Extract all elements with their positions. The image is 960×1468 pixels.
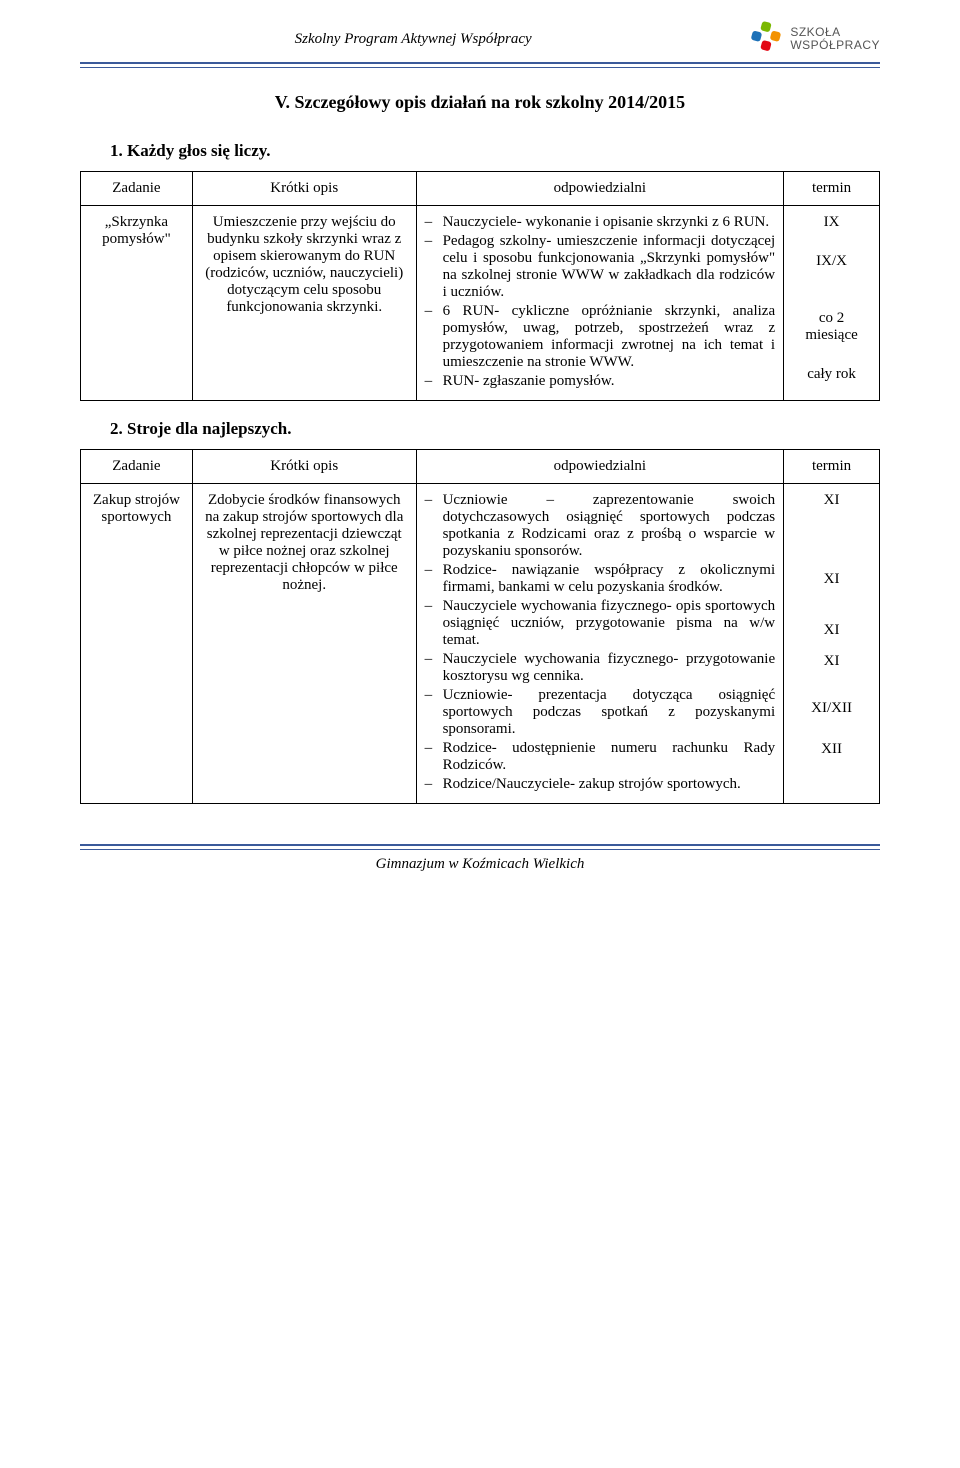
term-value: XI/XII: [792, 700, 871, 717]
resp-item: Nauczyciele- wykonanie i opisanie skrzyn…: [425, 214, 776, 231]
cell-desc: Umieszczenie przy wejściu do budynku szk…: [192, 206, 416, 401]
cell-resp: Uczniowie – zaprezentowanie swoich dotyc…: [416, 484, 784, 804]
term-value: XII: [792, 741, 871, 758]
sub-heading-1: 1. Każdy głos się liczy.: [110, 141, 880, 161]
th-desc: Krótki opis: [192, 172, 416, 206]
school-logo-icon: [746, 20, 784, 58]
term-value: cały rok: [792, 366, 871, 383]
footer-rule: [80, 844, 880, 850]
term-value: IX/X: [792, 253, 871, 270]
resp-item: Nauczyciele wychowania fizycznego- przyg…: [425, 651, 776, 685]
term-value: XI: [792, 571, 871, 588]
resp-item: Pedagog szkolny- umieszczenie informacji…: [425, 233, 776, 301]
cell-term: XI XI XI XI XI/XII XII: [784, 484, 880, 804]
term-value: co 2 miesiące: [792, 310, 871, 344]
resp-item: Rodzice- udostępnienie numeru rachunku R…: [425, 740, 776, 774]
footer-text: Gimnazjum w Koźmicach Wielkich: [80, 856, 880, 873]
page: Szkolny Program Aktywnej Współpracy SZKO…: [0, 0, 960, 903]
th-resp: odpowiedzialni: [416, 172, 784, 206]
logo-block: SZKOŁA WSPÓŁPRACY: [746, 20, 880, 58]
header-row: Szkolny Program Aktywnej Współpracy SZKO…: [80, 20, 880, 58]
table-row: Zakup strojów sportowych Zdobycie środkó…: [81, 484, 880, 804]
table-1: Zadanie Krótki opis odpowiedzialni termi…: [80, 171, 880, 401]
th-task: Zadanie: [81, 172, 193, 206]
sub-heading-2: 2. Stroje dla najlepszych.: [110, 419, 880, 439]
th-term: termin: [784, 450, 880, 484]
resp-item: Nauczyciele wychowania fizycznego- opis …: [425, 598, 776, 649]
table-row: „Skrzynka pomysłów" Umieszczenie przy we…: [81, 206, 880, 401]
resp-list: Nauczyciele- wykonanie i opisanie skrzyn…: [425, 214, 776, 390]
cell-task: Zakup strojów sportowych: [81, 484, 193, 804]
resp-item: RUN- zgłaszanie pomysłów.: [425, 373, 776, 390]
th-term: termin: [784, 172, 880, 206]
header-rule: [80, 62, 880, 68]
resp-item: Rodzice- nawiązanie współpracy z okolicz…: [425, 562, 776, 596]
resp-item: Rodzice/Nauczyciele- zakup strojów sport…: [425, 776, 776, 793]
table-2: Zadanie Krótki opis odpowiedzialni termi…: [80, 449, 880, 804]
table-header-row: Zadanie Krótki opis odpowiedzialni termi…: [81, 172, 880, 206]
th-desc: Krótki opis: [192, 450, 416, 484]
term-value: XI: [792, 622, 871, 639]
resp-item: Uczniowie- prezentacja dotycząca osiągni…: [425, 687, 776, 738]
resp-list: Uczniowie – zaprezentowanie swoich dotyc…: [425, 492, 776, 793]
logo-line2: WSPÓŁPRACY: [790, 39, 880, 52]
cell-desc: Zdobycie środków finansowych na zakup st…: [192, 484, 416, 804]
logo-text: SZKOŁA WSPÓŁPRACY: [790, 26, 880, 52]
term-value: XI: [792, 653, 871, 670]
th-task: Zadanie: [81, 450, 193, 484]
term-value: XI: [792, 492, 871, 509]
cell-resp: Nauczyciele- wykonanie i opisanie skrzyn…: [416, 206, 784, 401]
table-header-row: Zadanie Krótki opis odpowiedzialni termi…: [81, 450, 880, 484]
header-title: Szkolny Program Aktywnej Współpracy: [80, 31, 746, 48]
term-value: IX: [792, 214, 871, 231]
cell-task: „Skrzynka pomysłów": [81, 206, 193, 401]
resp-item: Uczniowie – zaprezentowanie swoich dotyc…: [425, 492, 776, 560]
cell-term: IX IX/X co 2 miesiące cały rok: [784, 206, 880, 401]
resp-item: 6 RUN- cykliczne opróżnianie skrzynki, a…: [425, 303, 776, 371]
th-resp: odpowiedzialni: [416, 450, 784, 484]
section-heading: V. Szczegółowy opis działań na rok szkol…: [80, 92, 880, 113]
